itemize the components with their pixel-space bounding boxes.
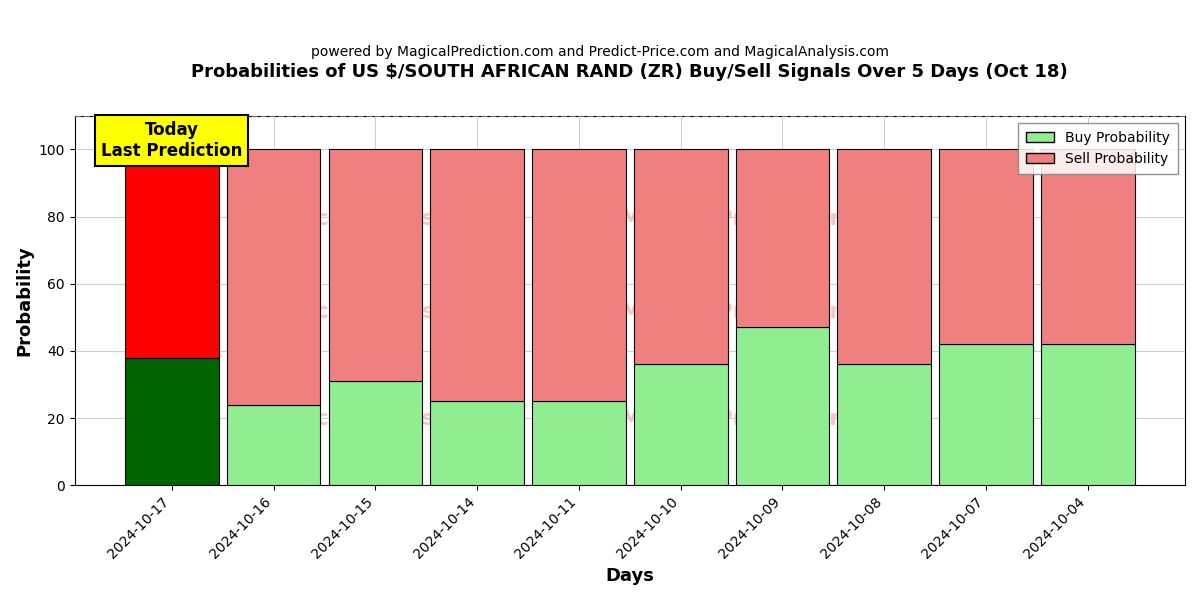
Y-axis label: Probability: Probability (16, 245, 34, 356)
Text: MagicalAnalysis.com: MagicalAnalysis.com (254, 209, 516, 229)
Bar (431, 401, 524, 485)
Bar (838, 364, 931, 485)
Bar (532, 401, 625, 485)
Bar (431, 149, 524, 401)
Bar (940, 149, 1033, 344)
Bar (329, 381, 422, 485)
Bar (838, 149, 931, 364)
Bar (1040, 344, 1134, 485)
Text: MagicalPrediction.com: MagicalPrediction.com (620, 302, 906, 322)
Bar (1040, 149, 1134, 344)
Bar (736, 328, 829, 485)
Bar (125, 358, 218, 485)
Bar (227, 404, 320, 485)
Bar (227, 149, 320, 404)
Text: MagicalPrediction.com: MagicalPrediction.com (620, 409, 906, 428)
Title: Probabilities of US $/SOUTH AFRICAN RAND (ZR) Buy/Sell Signals Over 5 Days (Oct : Probabilities of US $/SOUTH AFRICAN RAND… (192, 63, 1068, 81)
Bar (329, 149, 422, 381)
Bar (634, 364, 727, 485)
Bar (940, 344, 1033, 485)
Bar (634, 149, 727, 364)
Text: MagicalAnalysis.com: MagicalAnalysis.com (254, 409, 516, 428)
Legend: Buy Probability, Sell Probability: Buy Probability, Sell Probability (1018, 123, 1178, 175)
Text: powered by MagicalPrediction.com and Predict-Price.com and MagicalAnalysis.com: powered by MagicalPrediction.com and Pre… (311, 45, 889, 59)
Bar (125, 149, 218, 358)
Text: MagicalAnalysis.com: MagicalAnalysis.com (254, 302, 516, 322)
X-axis label: Days: Days (605, 567, 654, 585)
Text: Today
Last Prediction: Today Last Prediction (101, 121, 242, 160)
Bar (532, 149, 625, 401)
Bar (736, 149, 829, 328)
Text: MagicalPrediction.com: MagicalPrediction.com (620, 209, 906, 229)
